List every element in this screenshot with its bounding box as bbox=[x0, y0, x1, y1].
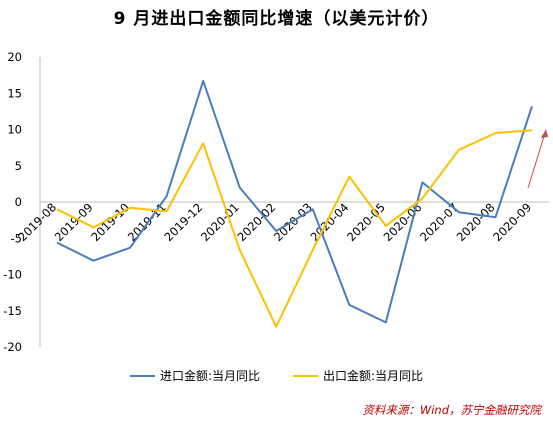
x-tick-label: 2019-09 bbox=[52, 200, 96, 244]
legend-label: 出口金额:当月同比 bbox=[323, 368, 423, 383]
source-note: 资料来源：Wind，苏宁金融研究院 bbox=[362, 403, 541, 417]
series-line-import bbox=[56, 79, 533, 324]
x-tick-label: 2020-06 bbox=[381, 200, 425, 244]
y-tick-labels: 20 15 10 5 0 -5 -10 -15 -20 bbox=[3, 50, 22, 354]
x-tick-label: 2019-10 bbox=[88, 200, 132, 244]
legend-label: 进口金额:当月同比 bbox=[160, 368, 260, 383]
y-tick-label: 10 bbox=[7, 123, 22, 137]
legend: 进口金额:当月同比 出口金额:当月同比 bbox=[130, 368, 423, 383]
y-tick-label: 0 bbox=[15, 195, 22, 209]
x-tick-labels: 2019-082019-092019-102019-112019-122020-… bbox=[15, 200, 534, 244]
x-tick-label: 2020-05 bbox=[344, 200, 388, 244]
series-lines bbox=[56, 79, 533, 328]
y-tick-label: -20 bbox=[3, 340, 22, 354]
x-tick-label: 2020-08 bbox=[454, 200, 498, 244]
trend-arrow bbox=[527, 129, 548, 189]
y-tick-label: 15 bbox=[7, 86, 22, 100]
y-tick-label: -10 bbox=[3, 268, 22, 282]
arrow-shaft bbox=[527, 132, 546, 189]
chart-title: 9 月进出口金额同比增速（以美元计价） bbox=[113, 9, 440, 29]
x-tick-label: 2020-09 bbox=[490, 200, 534, 244]
series-line-export bbox=[56, 129, 533, 328]
x-tick-label: 2019-11 bbox=[125, 200, 169, 244]
y-tick-label: 20 bbox=[7, 50, 22, 64]
chart-axes bbox=[39, 57, 549, 347]
arrow-head bbox=[541, 129, 548, 138]
y-tick-label: -5 bbox=[11, 231, 22, 245]
y-tick-label: 5 bbox=[15, 159, 22, 173]
x-tick-label: 2020-07 bbox=[417, 200, 461, 244]
x-tick-label: 2020-04 bbox=[308, 200, 352, 244]
y-tick-label: -15 bbox=[3, 304, 22, 318]
